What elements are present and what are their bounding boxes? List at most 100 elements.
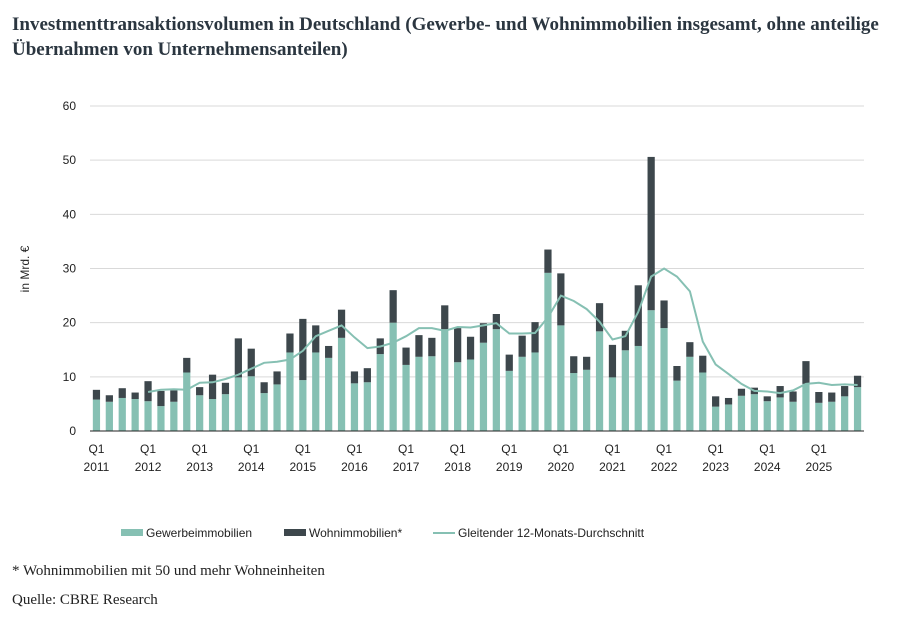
bar-gewerbe	[505, 370, 513, 431]
bar-gewerbe	[544, 272, 552, 431]
y-tick-label: 0	[69, 424, 76, 438]
legend-label: Gleitender 12-Monats-Durchschnitt	[458, 526, 645, 540]
bar-wohnen	[660, 300, 668, 329]
x-tick-year: 2021	[599, 460, 626, 474]
bar-wohnen	[312, 325, 320, 353]
bar-gewerbe	[389, 322, 397, 431]
bar-wohnen	[544, 249, 552, 273]
bar-gewerbe	[531, 352, 539, 431]
bar-wohnen	[105, 395, 113, 402]
grid-lines	[90, 105, 864, 378]
x-tick-quarter: Q1	[553, 442, 569, 456]
bar-gewerbe	[157, 406, 165, 431]
bar-wohnen	[441, 305, 449, 330]
bar-gewerbe	[853, 387, 862, 431]
bar-gewerbe	[557, 325, 565, 431]
bar-wohnen	[724, 397, 733, 405]
bar-gewerbe	[260, 393, 268, 431]
bar-wohnen	[647, 156, 655, 311]
chart-title: Investmenttransaktionsvolumen in Deutsch…	[12, 14, 879, 60]
bar-gewerbe	[131, 399, 139, 431]
x-tick-quarter: Q1	[346, 442, 362, 456]
bar-gewerbe	[570, 373, 578, 431]
bar-gewerbe	[673, 380, 681, 431]
bar-gewerbe	[789, 401, 797, 431]
x-tick-quarter: Q1	[398, 442, 414, 456]
bar-wohnen	[531, 322, 539, 353]
bar-gewerbe	[518, 356, 526, 431]
bar-wohnen	[208, 374, 217, 400]
x-tick-quarter: Q1	[708, 442, 724, 456]
bar-wohnen	[479, 323, 488, 343]
footnote-note: * Wohnimmobilien mit 50 und mehr Wohnein…	[12, 563, 325, 579]
bar-gewerbe	[350, 383, 359, 431]
bar-wohnen	[621, 330, 629, 351]
bar-wohnen	[595, 303, 604, 332]
bar-wohnen	[789, 391, 797, 402]
x-tick-quarter: Q1	[759, 442, 775, 456]
bar-gewerbe	[286, 352, 294, 431]
bar-gewerbe	[183, 372, 191, 431]
x-axis-ticks: Q1 2011 Q1 2012 Q1 2013 Q1 2014 Q1 2015 Q1 2016 Q1 20…	[84, 442, 833, 474]
x-tick-year: 2014	[238, 460, 265, 474]
bar-gewerbe	[428, 356, 436, 431]
bar-wohnen	[428, 337, 436, 357]
bar-gewerbe	[376, 354, 384, 431]
bar-wohnen	[737, 388, 746, 396]
bar-wohnen	[853, 375, 862, 388]
y-tick-label: 30	[63, 262, 77, 276]
y-tick-label: 20	[63, 316, 77, 330]
bar-gewerbe	[363, 382, 371, 431]
legend-label: Wohnimmobilien*	[309, 526, 402, 540]
bar-gewerbe	[583, 369, 591, 431]
bar-gewerbe	[763, 401, 771, 431]
bar-wohnen	[673, 366, 681, 381]
bar-gewerbe	[699, 372, 707, 431]
bar-gewerbe	[208, 399, 217, 431]
x-tick-quarter: Q1	[192, 442, 208, 456]
x-tick-year: 2024	[754, 460, 781, 474]
bar-gewerbe	[492, 329, 500, 431]
bar-gewerbe	[660, 328, 668, 431]
bar-wohnen	[802, 361, 810, 384]
x-tick-quarter: Q1	[450, 442, 466, 456]
x-tick-year: 2020	[547, 460, 574, 474]
legend-swatch	[284, 529, 306, 536]
bar-gewerbe	[312, 352, 320, 431]
bar-gewerbe	[118, 397, 126, 431]
bar-wohnen	[686, 342, 694, 357]
bar-wohnen	[118, 388, 126, 398]
y-axis-label: in Mrd. €	[18, 245, 32, 292]
bar-gewerbe	[273, 384, 281, 431]
bar-wohnen	[608, 344, 617, 378]
bar-wohnen	[776, 386, 784, 398]
bar-wohnen	[363, 368, 371, 383]
bar-gewerbe	[170, 401, 178, 431]
bar-wohnen	[518, 335, 526, 357]
bar-gewerbe	[415, 356, 423, 431]
bar-gewerbe	[776, 397, 784, 431]
x-tick-quarter: Q1	[140, 442, 156, 456]
x-tick-quarter: Q1	[501, 442, 517, 456]
y-axis-ticks: 0 10 20 30 40 50 60	[63, 99, 77, 438]
x-tick-quarter: Q1	[295, 442, 311, 456]
bar-wohnen	[492, 314, 500, 330]
bar-gewerbe	[621, 350, 629, 431]
bar-wohnen	[170, 390, 178, 402]
bar-gewerbe	[247, 376, 255, 431]
bar-gewerbe	[737, 395, 746, 431]
bar-gewerbe	[402, 364, 410, 431]
bar-wohnen	[196, 387, 204, 396]
bar-wohnen	[583, 356, 591, 370]
bar-wohnen	[389, 290, 397, 323]
bar-gewerbe	[479, 342, 488, 431]
bar-gewerbe	[144, 401, 152, 431]
bar-wohnen	[505, 354, 513, 371]
bar-gewerbe	[337, 337, 346, 431]
bar-wohnen	[712, 396, 720, 407]
bar-wohnen	[157, 390, 165, 407]
bar-wohnen	[273, 371, 281, 385]
bar-wohnen	[466, 336, 475, 360]
bar-gewerbe	[454, 362, 462, 431]
bar-gewerbe	[841, 396, 849, 431]
